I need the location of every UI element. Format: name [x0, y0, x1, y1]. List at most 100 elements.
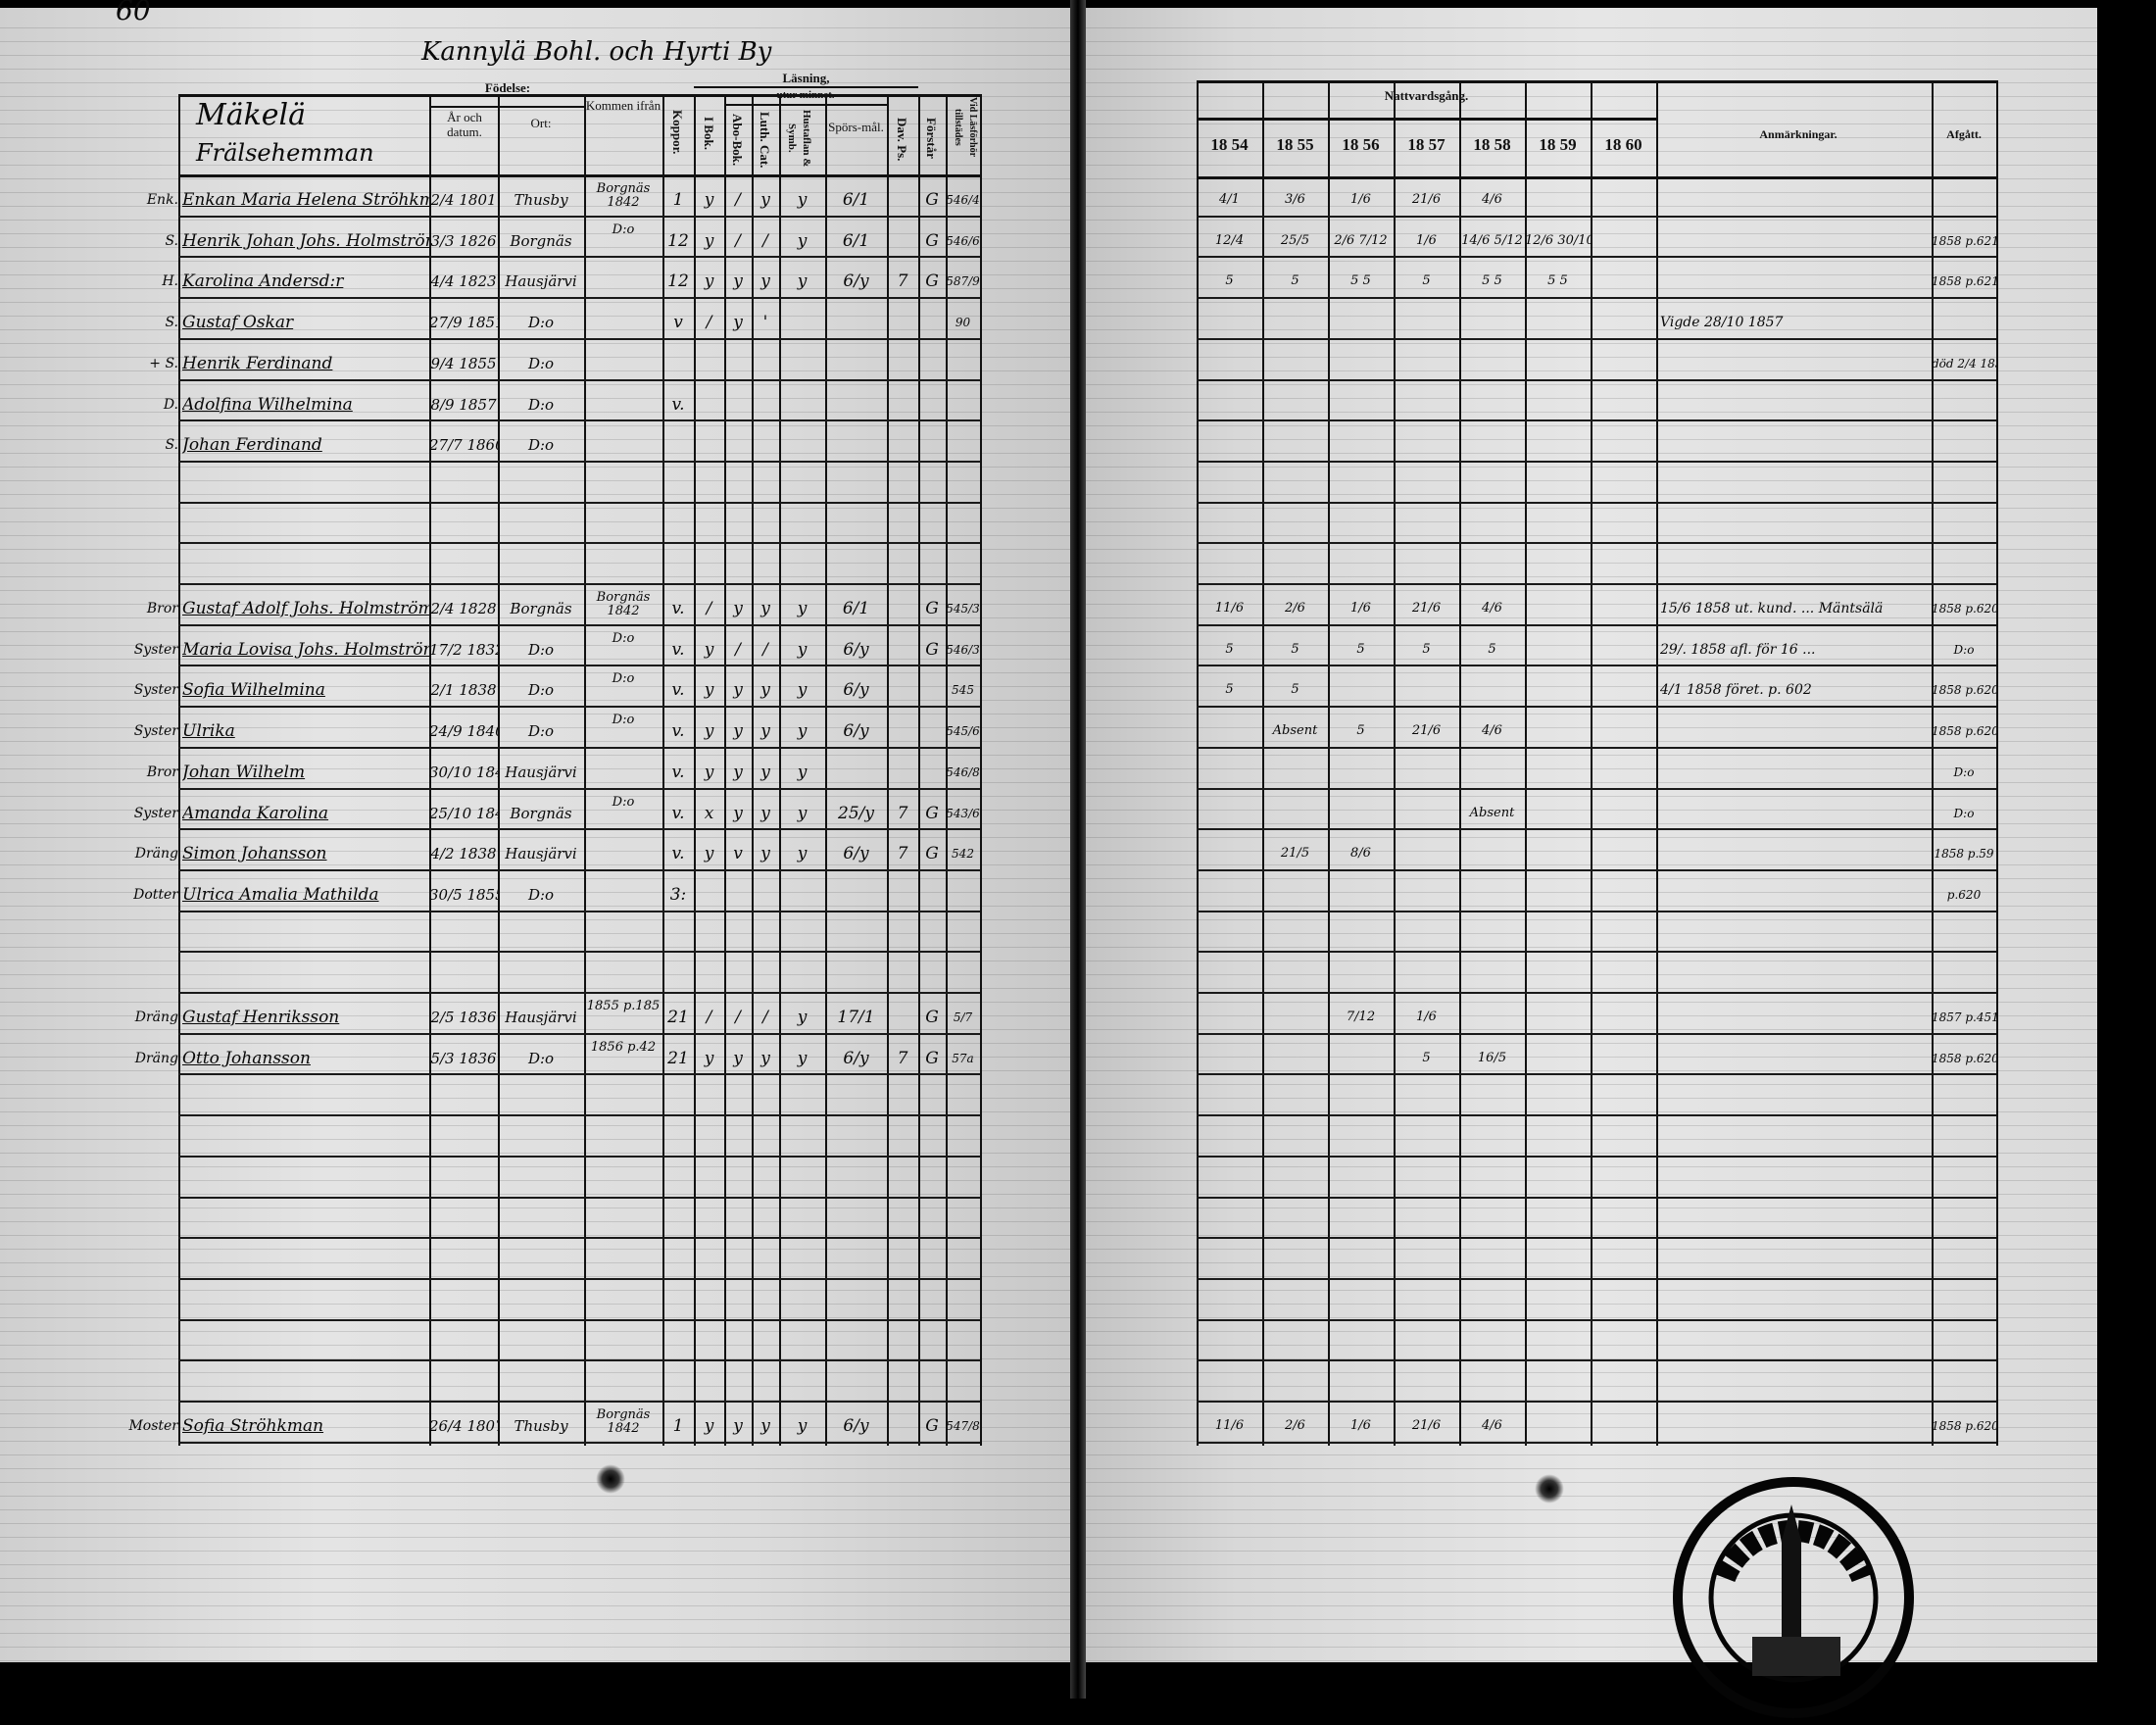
ruling — [0, 1221, 1070, 1222]
header-lasning: Läsning, — [782, 71, 830, 85]
ruling — [1086, 1592, 2097, 1593]
header-top-rule-right — [1197, 80, 1996, 83]
departed-cell: 1858 p.621 — [1932, 233, 1996, 248]
reading-mark-cell: y — [704, 762, 714, 782]
column-rule — [779, 94, 781, 1446]
ruling — [1086, 1482, 2097, 1483]
page-heading: Kannylä Bohl. och Hyrti By — [421, 37, 772, 67]
came-from-cell: 1855 p.185 — [586, 1000, 661, 1013]
ruling — [0, 206, 1070, 207]
communion-cell: 5 — [1225, 273, 1234, 289]
reading-mark-cell: / — [735, 639, 741, 660]
row-rule — [178, 1114, 980, 1117]
reading-mark-cell: y — [733, 599, 743, 618]
communion-cell: 8/6 — [1350, 846, 1371, 862]
column-rule — [1459, 80, 1461, 1446]
name-cell: Simon Johansson — [182, 844, 327, 864]
ruling — [0, 1276, 1070, 1277]
ruling — [0, 988, 1070, 989]
reading-mark-cell: / — [762, 1008, 768, 1027]
koppor-cell: 1 — [672, 190, 684, 210]
ruling — [0, 1551, 1070, 1552]
remarks-cell: Vigde 28/10 1857 — [1660, 315, 1784, 331]
relation-cell: H. — [162, 273, 178, 290]
communion-cell: 5 — [1291, 682, 1299, 698]
birth-date-cell: 5/3 1836 — [430, 1049, 497, 1067]
communion-cell: 1/6 — [1416, 232, 1437, 248]
forstar-cell: G — [925, 803, 939, 823]
forstar-cell: G — [925, 190, 939, 210]
reading-mark-cell: y — [704, 680, 714, 701]
birth-place-cell: D:o — [527, 722, 555, 741]
ruling — [0, 1194, 1070, 1195]
birth-date-cell: 26/4 1807 — [429, 1417, 498, 1435]
ruling — [0, 1166, 1070, 1167]
attendance-cell: 545/6 — [946, 724, 980, 739]
relation-cell: Dräng — [134, 1050, 178, 1066]
name-cell: Gustaf Adolf Johs. Holmström — [182, 599, 429, 618]
ruling — [0, 1413, 1070, 1414]
ruling — [0, 1633, 1070, 1634]
reading-mark-cell: y — [797, 844, 808, 864]
reading-mark-cell: y — [760, 1416, 770, 1436]
ruling — [0, 604, 1070, 605]
departed-cell: 1858 p.620 — [1932, 1419, 1996, 1433]
column-rule — [1591, 80, 1592, 1446]
header-sporsmal: Spörs-mål. — [828, 120, 884, 134]
communion-cell: 2/6 7/12 — [1334, 232, 1388, 248]
communion-cell: 4/6 — [1482, 192, 1502, 207]
row-rule — [178, 215, 980, 218]
departed-cell: 1857 p.451 — [1932, 1010, 1996, 1024]
row-rule — [1197, 256, 1996, 259]
fodelse-rule — [431, 106, 584, 108]
sporsmal-cell: 6/1 — [842, 599, 870, 618]
ruling — [0, 425, 1070, 426]
ruling — [0, 796, 1070, 797]
communion-cell: 7/12 — [1346, 1010, 1376, 1024]
birth-date-cell: 2/5 1836 — [430, 1009, 497, 1026]
header-bottom-rule — [178, 174, 980, 177]
reading-mark-cell: y — [733, 1416, 743, 1436]
ruling — [0, 741, 1070, 742]
forstar-cell: G — [925, 599, 939, 618]
ruling — [1086, 69, 2097, 70]
column-rule — [724, 94, 726, 1446]
birth-place-cell: D:o — [527, 314, 555, 332]
row-rule — [1197, 1032, 1996, 1035]
ruling — [0, 1537, 1070, 1538]
reading-mark-cell: y — [760, 844, 770, 864]
ruling — [0, 1400, 1070, 1401]
sporsmal-cell: 6/1 — [842, 190, 870, 210]
row-rule — [1197, 215, 1996, 218]
header-abo-bok: Abo-Bok. — [730, 114, 745, 167]
relation-cell: S. — [165, 437, 178, 454]
reading-mark-cell: y — [760, 721, 770, 742]
ruling — [1086, 1605, 2097, 1606]
reading-mark-cell: y — [760, 762, 770, 782]
departed-cell: 1858 p.620 — [1932, 602, 1996, 616]
attendance-cell: 545 — [952, 683, 974, 698]
ruling — [0, 563, 1070, 564]
koppor-cell: v. — [671, 680, 685, 701]
ruling — [0, 1043, 1070, 1044]
reading-mark-cell: / — [735, 230, 741, 251]
reading-mark-cell: y — [733, 271, 743, 292]
ruling — [0, 1660, 1070, 1661]
communion-cell: 5 5 — [1547, 273, 1568, 289]
koppor-cell: v. — [671, 803, 685, 823]
row-rule — [1197, 1114, 1996, 1117]
header-luth-cat: Luth. Cat. — [758, 112, 772, 169]
row-rule — [178, 337, 980, 340]
came-from-cell: Borgnäs 1842 — [596, 1408, 651, 1436]
ruling — [0, 631, 1070, 632]
utur-minnet-rule — [724, 104, 887, 106]
relation-cell: Bror — [146, 601, 178, 616]
header-top-rule — [178, 94, 980, 97]
koppor-cell: v. — [671, 639, 685, 660]
row-rule — [1197, 1401, 1996, 1403]
header-anmarkningar: Anmärkningar. — [1759, 127, 1838, 141]
row-rule — [1197, 828, 1996, 831]
communion-cell: 1/6 — [1350, 601, 1371, 616]
ruling — [0, 535, 1070, 536]
attendance-cell: 546/3 — [946, 642, 980, 657]
